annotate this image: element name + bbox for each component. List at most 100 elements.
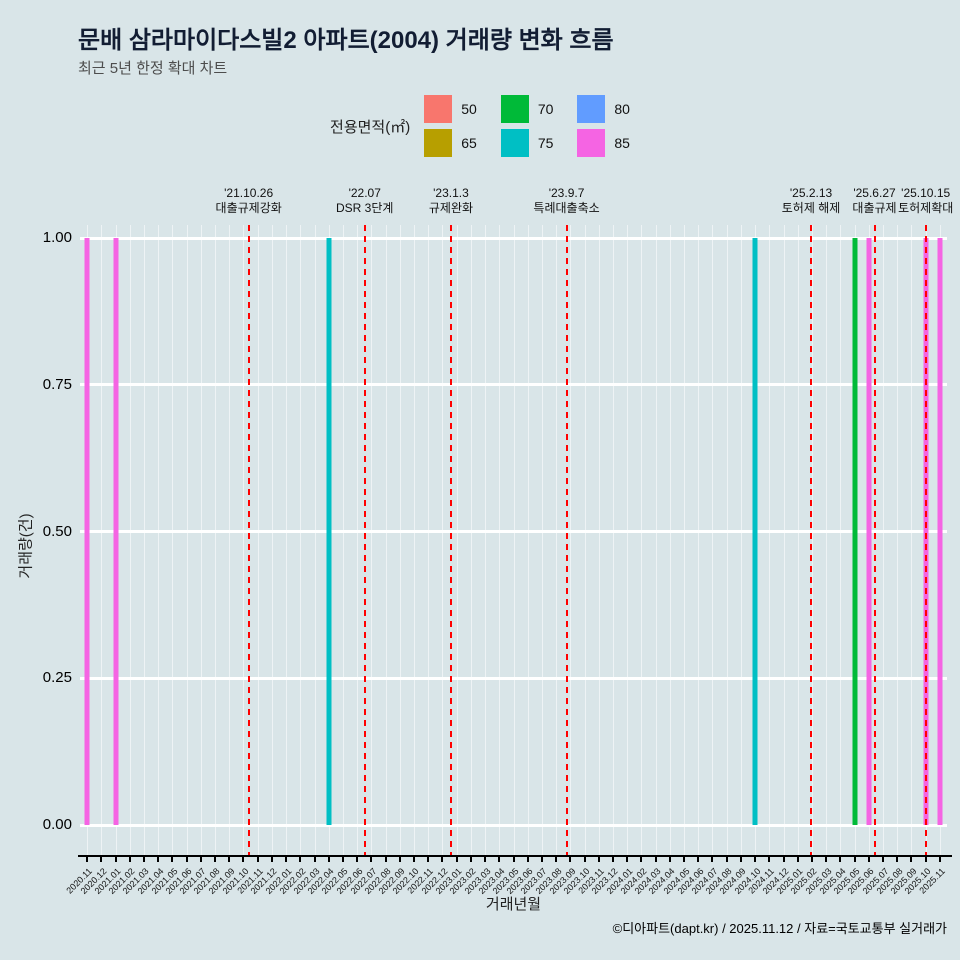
bar-2025.05-area-70 [852, 238, 858, 825]
vertical-gridline [186, 225, 188, 855]
vertical-gridline [229, 225, 231, 855]
policy-event-date: '22.07 [348, 186, 381, 200]
x-tick [384, 857, 387, 862]
legend-label: 50 [461, 101, 477, 117]
x-tick [739, 857, 742, 862]
x-tick [867, 857, 870, 862]
vertical-gridline [840, 225, 842, 855]
x-tick [896, 857, 899, 862]
vertical-gridline [641, 225, 643, 855]
vertical-gridline [740, 225, 742, 855]
x-tick [498, 857, 501, 862]
vertical-gridline [385, 225, 387, 855]
y-tick-label: 1.00 [42, 229, 72, 246]
x-tick [86, 857, 89, 862]
vertical-gridline [143, 225, 145, 855]
x-tick [114, 857, 117, 862]
x-axis-ticks [80, 857, 947, 862]
policy-event-name: 규제완화 [428, 201, 474, 215]
footer-credit: ©디아파트(dapt.kr) / 2025.11.12 / 자료=국토교통부 실… [612, 921, 947, 936]
x-tick [526, 857, 529, 862]
vertical-gridline [684, 225, 686, 855]
legend-swatch-85 [577, 129, 606, 157]
x-tick [370, 857, 373, 862]
policy-event-name: 토허제 해제 [781, 201, 841, 215]
x-tick [583, 857, 586, 862]
x-tick [512, 857, 515, 862]
vertical-gridline [428, 225, 430, 855]
x-tick [427, 857, 430, 862]
x-tick [626, 857, 629, 862]
vertical-gridline [485, 225, 487, 855]
legend-swatch-70 [500, 95, 529, 123]
x-tick [882, 857, 885, 862]
vertical-gridline [655, 225, 657, 855]
vertical-gridline [158, 225, 160, 855]
vertical-gridline [371, 225, 373, 855]
x-tick [853, 857, 856, 862]
horizontal-gridline [80, 383, 947, 387]
x-tick [910, 857, 913, 862]
policy-event-label-6: '25.10.15 토허제확대 [898, 186, 953, 216]
x-tick [299, 857, 302, 862]
policy-event-label-1: '22.07 DSR 3단계 [336, 186, 393, 216]
x-tick [668, 857, 671, 862]
vertical-gridline [783, 225, 785, 855]
x-tick [654, 857, 657, 862]
legend-item-50: 50 [424, 94, 477, 124]
legend-item-75: 75 [500, 128, 553, 158]
x-tick [484, 857, 487, 862]
x-tick [938, 857, 941, 862]
bar-2025.11-area-85 [937, 238, 943, 825]
x-tick [199, 857, 202, 862]
vertical-gridline [527, 225, 529, 855]
x-tick [285, 857, 288, 862]
legend-item-70: 70 [500, 94, 553, 124]
vertical-gridline [342, 225, 344, 855]
x-tick [569, 857, 572, 862]
vertical-gridline [897, 225, 899, 855]
x-axis-tick-labels: 2020.11 2020.12 2021.01 2021.02 2021.03 2021.… [65, 862, 947, 896]
y-tick-label: 0.25 [42, 669, 72, 687]
x-tick [327, 857, 330, 862]
x-tick [640, 857, 643, 862]
vertical-gridline [541, 225, 543, 855]
legend-label: 80 [614, 101, 630, 117]
vertical-gridline [598, 225, 600, 855]
vertical-gridline [769, 225, 771, 855]
vertical-gridline [470, 225, 472, 855]
vertical-gridline [300, 225, 302, 855]
legend-swatch-50 [424, 95, 453, 123]
x-tick [810, 857, 813, 862]
y-axis-tick-labels: 0.00 0.25 0.50 0.75 1.00 [18, 225, 72, 855]
policy-event-line-2 [449, 225, 452, 855]
vertical-gridline [200, 225, 202, 855]
legend-item-80: 80 [577, 94, 630, 124]
y-tick-label: 0.50 [42, 522, 72, 540]
x-tick [796, 857, 799, 862]
vertical-gridline [286, 225, 288, 855]
policy-annotations: '21.10.26 대출규제강화 '22.07 DSR 3단계 '23.1.3 규제완화 '… [80, 186, 954, 225]
x-tick [171, 857, 174, 862]
legend-swatch-65 [424, 129, 453, 157]
vertical-gridline [712, 225, 714, 855]
policy-event-name: DSR 3단계 [336, 201, 394, 215]
horizontal-gridline [80, 530, 947, 533]
x-tick [270, 857, 273, 862]
x-tick [469, 857, 472, 862]
x-axis-line [78, 855, 952, 857]
plot-area [80, 225, 947, 855]
page-subtitle: 최근 5년 한정 확대 차트 [78, 60, 228, 77]
vertical-gridline [172, 225, 174, 855]
vertical-gridline [826, 225, 828, 855]
x-tick [597, 857, 600, 862]
vertical-gridline [442, 225, 444, 855]
policy-event-line-6 [924, 225, 927, 855]
vertical-gridline [215, 225, 217, 855]
x-tick [555, 857, 558, 862]
x-tick [782, 857, 785, 862]
vertical-gridline [797, 225, 799, 855]
vertical-gridline [556, 225, 558, 855]
y-tick-label: 0.75 [42, 375, 72, 393]
